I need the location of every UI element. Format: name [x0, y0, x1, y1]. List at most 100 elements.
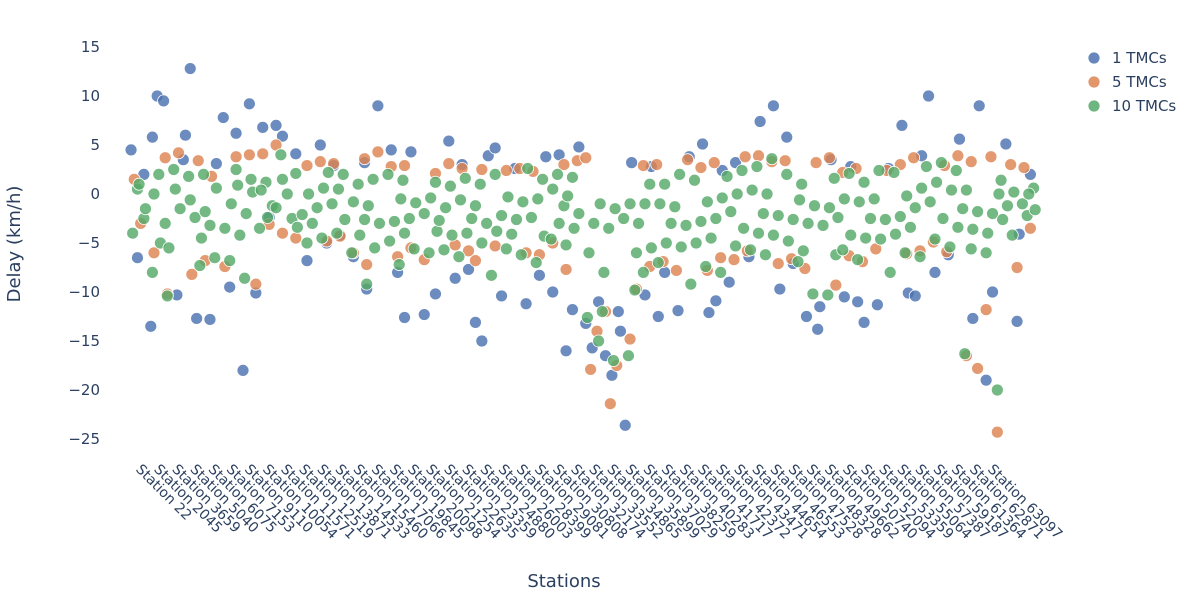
legend-item[interactable]: 5 TMCs: [1087, 73, 1167, 91]
data-point: [956, 202, 970, 216]
data-point: [1010, 261, 1024, 274]
data-point: [552, 216, 566, 230]
data-point: [209, 181, 223, 195]
data-point: [185, 267, 199, 281]
data-point: [529, 256, 543, 270]
data-point: [771, 257, 785, 270]
data-point: [559, 263, 573, 276]
data-point: [664, 216, 678, 230]
data-point: [173, 202, 187, 216]
data-point: [239, 207, 253, 221]
data-point: [193, 259, 207, 272]
data-point: [407, 242, 421, 256]
data-point: [696, 137, 709, 151]
data-point: [124, 143, 138, 157]
data-point: [432, 214, 446, 227]
data-point: [345, 246, 359, 260]
data-point: [949, 164, 963, 177]
legend-item[interactable]: 1 TMCs: [1087, 49, 1167, 67]
data-point: [883, 265, 897, 279]
data-point: [827, 171, 841, 185]
data-point: [960, 183, 973, 197]
legend-marker: [1087, 51, 1101, 65]
data-point: [735, 164, 749, 177]
data-point: [737, 221, 750, 235]
data-point: [971, 205, 985, 219]
data-point: [614, 324, 627, 338]
data-point: [816, 218, 830, 232]
data-point: [653, 197, 667, 211]
data-point: [243, 97, 256, 111]
data-point: [922, 89, 935, 103]
data-point: [859, 231, 873, 245]
data-point: [781, 234, 795, 248]
data-point: [223, 254, 237, 268]
data-point: [964, 155, 978, 169]
data-point: [182, 169, 196, 183]
data-point: [915, 181, 929, 195]
legend-item[interactable]: 10 TMCs: [1087, 97, 1176, 115]
data-point: [1015, 197, 1029, 211]
data-point: [462, 244, 475, 258]
legend: 1 TMCs 5 TMCs 10 TMCs: [1087, 49, 1176, 115]
data-point: [898, 246, 912, 260]
data-point: [229, 126, 243, 140]
data-point: [704, 231, 718, 245]
y-tick-label: 5: [90, 136, 100, 154]
data-point: [644, 241, 658, 255]
data-point: [152, 167, 166, 181]
data-point: [699, 260, 713, 273]
data-point: [313, 155, 327, 169]
y-tick-label: 10: [81, 87, 100, 105]
data-point: [1028, 203, 1042, 217]
data-point: [673, 167, 687, 181]
data-point: [256, 147, 270, 161]
data-point: [325, 197, 339, 211]
data-point: [229, 150, 243, 164]
data-point: [611, 305, 625, 319]
data-point: [229, 163, 243, 176]
data-point: [750, 160, 764, 173]
data-point: [990, 425, 1004, 439]
data-point: [366, 172, 380, 186]
y-tick-label: −15: [68, 332, 100, 350]
data-point: [295, 208, 309, 221]
data-point: [651, 256, 665, 270]
data-point: [244, 172, 258, 186]
y-tick-label: −20: [68, 381, 100, 399]
data-point: [488, 167, 502, 181]
data-point: [709, 294, 723, 308]
data-point: [392, 258, 406, 271]
data-point: [986, 285, 999, 299]
data-point: [224, 197, 238, 211]
data-point: [727, 253, 741, 267]
data-point: [791, 255, 805, 269]
data-point: [617, 212, 631, 225]
data-point: [981, 226, 995, 240]
data-point: [559, 238, 573, 252]
data-point: [256, 120, 270, 134]
data-point: [806, 287, 820, 301]
data-point: [780, 167, 794, 181]
data-point: [209, 157, 223, 171]
data-point: [729, 239, 742, 253]
data-point: [900, 189, 914, 203]
data-point: [162, 241, 176, 255]
data-point: [808, 199, 821, 213]
data-point: [823, 151, 836, 165]
data-point: [999, 137, 1013, 151]
data-point: [233, 228, 247, 242]
legend-label: 1 TMCs: [1112, 49, 1167, 67]
data-point: [1004, 158, 1018, 172]
data-point: [430, 224, 444, 238]
data-point: [310, 201, 324, 215]
data-point: [398, 311, 411, 324]
data-point: [346, 195, 360, 209]
data-point: [1022, 187, 1036, 201]
data-point: [469, 315, 482, 329]
data-point: [473, 177, 487, 191]
data-point: [1010, 314, 1024, 328]
data-point: [595, 305, 609, 319]
data-point: [607, 354, 620, 368]
